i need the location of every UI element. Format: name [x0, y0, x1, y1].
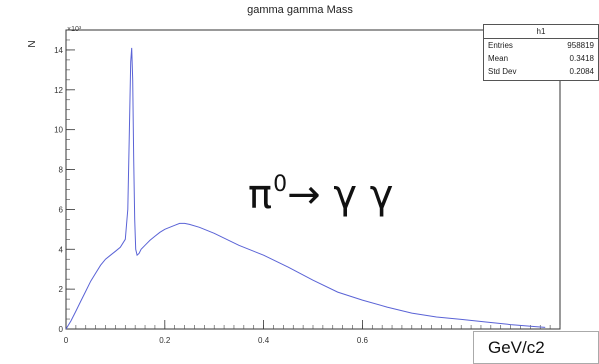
stats-value-entries: 958819 [567, 41, 594, 50]
y-tick-label: 6 [59, 205, 64, 214]
annotation-particle: π [248, 172, 273, 218]
y-tick-label: 10 [54, 126, 63, 135]
x-tick-label: 0.2 [159, 336, 171, 345]
x-tick-label: 0.6 [357, 336, 369, 345]
stats-box-title: h1 [484, 25, 598, 39]
y-tick-label: 2 [59, 285, 64, 294]
stats-value-mean: 0.3418 [569, 54, 594, 63]
y-tick-label: 12 [54, 86, 63, 95]
stats-label-mean: Mean [488, 54, 509, 63]
annotation-superscript: 0 [273, 172, 288, 197]
histogram-series-line [65, 47, 546, 330]
stats-label-entries: Entries [488, 41, 513, 50]
annotation-decay: → γ γ [287, 172, 394, 218]
y-tick-label: 4 [59, 245, 64, 254]
stats-label-stddev: Std Dev [488, 67, 517, 76]
chart-title: gamma gamma Mass [247, 4, 353, 16]
stats-row-mean: Mean 0.3418 [484, 52, 598, 65]
stats-row-stddev: Std Dev 0.2084 [484, 65, 598, 78]
x-tick-label: 0.4 [258, 336, 270, 345]
decay-annotation: π0→ γ γ [248, 172, 393, 218]
y-tick-label: 8 [59, 166, 64, 175]
y-axis-label: N [27, 40, 38, 47]
x-axis-unit-label: GeV/c2 [473, 331, 599, 364]
y-tick-label: 0 [59, 325, 64, 334]
y-tick-label: 14 [54, 46, 63, 55]
stats-value-stddev: 0.2084 [569, 67, 594, 76]
stats-row-entries: Entries 958819 [484, 39, 598, 52]
x-tick-label: 0 [64, 336, 69, 345]
stats-box: h1 Entries 958819 Mean 0.3418 Std Dev 0.… [483, 24, 599, 81]
